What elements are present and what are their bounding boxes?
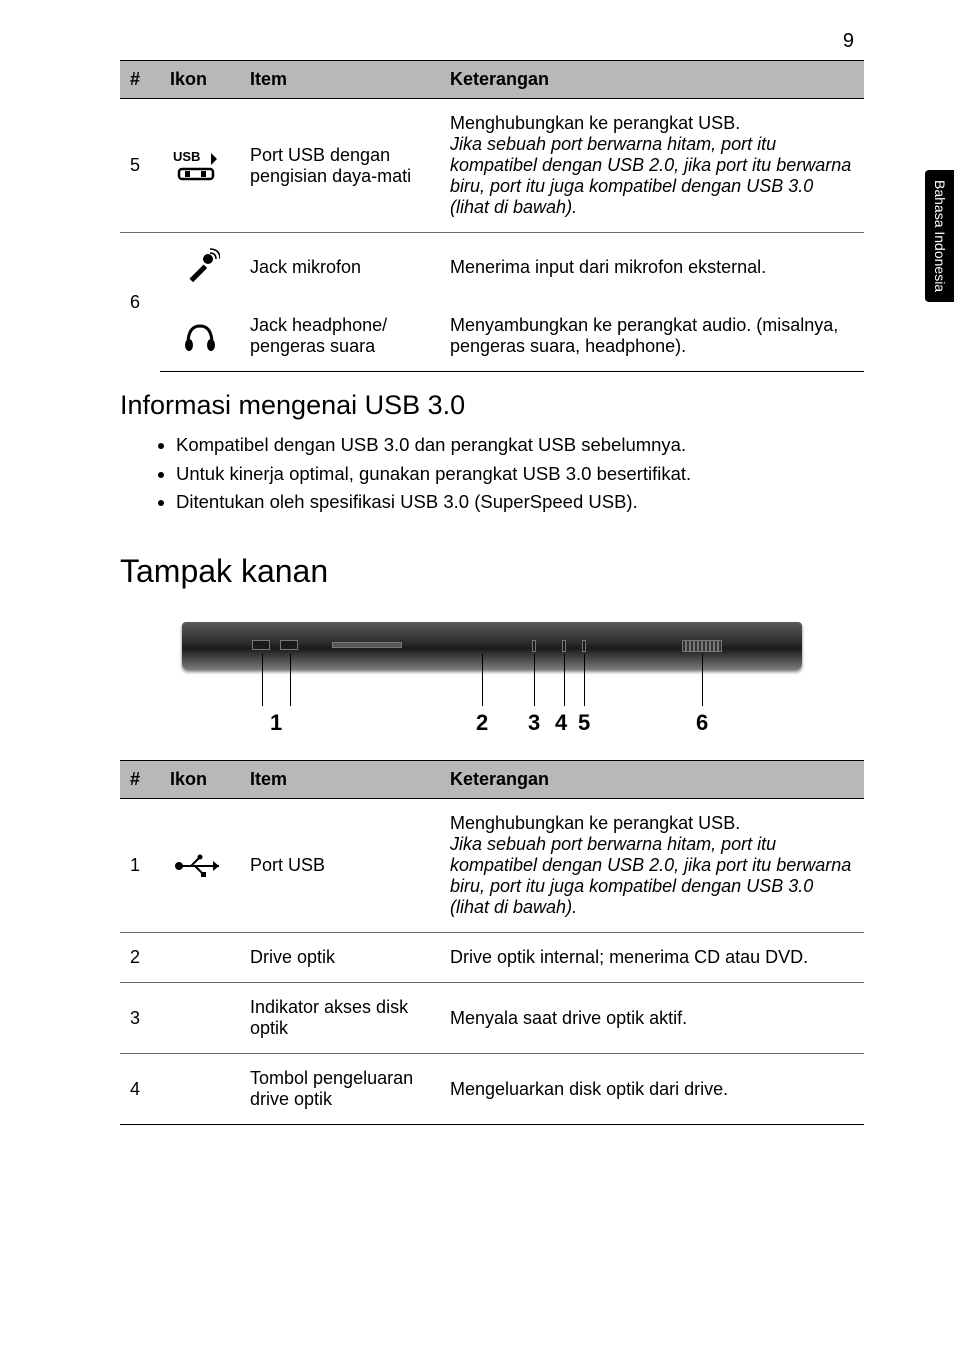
row-num: 5	[120, 99, 160, 233]
row-num: 4	[120, 1054, 160, 1125]
th-item: Item	[240, 61, 440, 99]
svg-text:USB: USB	[173, 149, 200, 164]
ports-table-left-continued: # Ikon Item Keterangan 5 USB Port USB de…	[120, 60, 864, 372]
usb-charge-icon: USB	[160, 99, 240, 233]
th-desc: Keterangan	[440, 761, 864, 799]
row-item: Indikator akses disk optik	[240, 983, 440, 1054]
row-item: Drive optik	[240, 933, 440, 983]
row-num: 2	[120, 933, 160, 983]
th-desc: Keterangan	[440, 61, 864, 99]
th-num: #	[120, 761, 160, 799]
diagram-label: 5	[578, 710, 590, 736]
diagram-label: 3	[528, 710, 540, 736]
row-desc: Drive optik internal; menerima CD atau D…	[440, 933, 864, 983]
row-desc: Menyambungkan ke perangkat audio. (misal…	[440, 301, 864, 372]
table-row: 3 Indikator akses disk optik Menyala saa…	[120, 983, 864, 1054]
row-desc: Mengeluarkan disk optik dari drive.	[440, 1054, 864, 1125]
row-desc: Menghubungkan ke perangkat USB. Jika seb…	[440, 99, 864, 233]
desc-italic: Jika sebuah port berwarna hitam, port it…	[450, 834, 851, 917]
list-item: Untuk kinerja optimal, gunakan perangkat…	[176, 460, 864, 489]
usb3-heading: Informasi mengenai USB 3.0	[120, 390, 864, 421]
table-row: 4 Tombol pengeluaran drive optik Mengelu…	[120, 1054, 864, 1125]
row-num: 3	[120, 983, 160, 1054]
desc-italic: Jika sebuah port berwarna hitam, port it…	[450, 134, 851, 217]
diagram-label: 1	[270, 710, 282, 736]
row-item: Tombol pengeluaran drive optik	[240, 1054, 440, 1125]
row-num: 1	[120, 799, 160, 933]
language-tab: Bahasa Indonesia	[925, 170, 954, 302]
th-icon: Ikon	[160, 61, 240, 99]
diagram-label: 4	[555, 710, 567, 736]
row-num: 6	[120, 233, 160, 372]
usb-icon	[160, 799, 240, 933]
th-item: Item	[240, 761, 440, 799]
row-desc: Menerima input dari mikrofon eksternal.	[440, 233, 864, 302]
row-desc: Menyala saat drive optik aktif.	[440, 983, 864, 1054]
list-item: Ditentukan oleh spesifikasi USB 3.0 (Sup…	[176, 488, 864, 517]
row-desc: Menghubungkan ke perangkat USB. Jika seb…	[440, 799, 864, 933]
desc-plain: Menghubungkan ke perangkat USB.	[450, 813, 740, 833]
usb3-bullet-list: Kompatibel dengan USB 3.0 dan perangkat …	[176, 431, 864, 517]
table-row: 1 Port USB Menghubungkan ke perangkat US…	[120, 799, 864, 933]
row-item: Jack headphone/ pengeras suara	[240, 301, 440, 372]
row-item: Port USB	[240, 799, 440, 933]
desc-plain: Menghubungkan ke perangkat USB.	[450, 113, 740, 133]
row-item: Jack mikrofon	[240, 233, 440, 302]
headphone-icon	[160, 301, 240, 372]
diagram-label: 6	[696, 710, 708, 736]
ports-table-right: # Ikon Item Keterangan 1 Port USB	[120, 760, 864, 1125]
th-icon: Ikon	[160, 761, 240, 799]
mic-icon	[160, 233, 240, 302]
table-row: 2 Drive optik Drive optik internal; mene…	[120, 933, 864, 983]
diagram-label: 2	[476, 710, 488, 736]
th-num: #	[120, 61, 160, 99]
table-row: Jack headphone/ pengeras suara Menyambun…	[120, 301, 864, 372]
page-number: 9	[843, 30, 854, 53]
row-item: Port USB dengan pengisian daya-mati	[240, 99, 440, 233]
table-row: 5 USB Port USB dengan pengisian daya-mat…	[120, 99, 864, 233]
table-row: 6 Jack mikrofon Menerima input dari mikr…	[120, 233, 864, 302]
right-view-heading: Tampak kanan	[120, 553, 864, 590]
list-item: Kompatibel dengan USB 3.0 dan perangkat …	[176, 431, 864, 460]
right-view-diagram: 1 2 3 4 5 6	[182, 612, 802, 742]
